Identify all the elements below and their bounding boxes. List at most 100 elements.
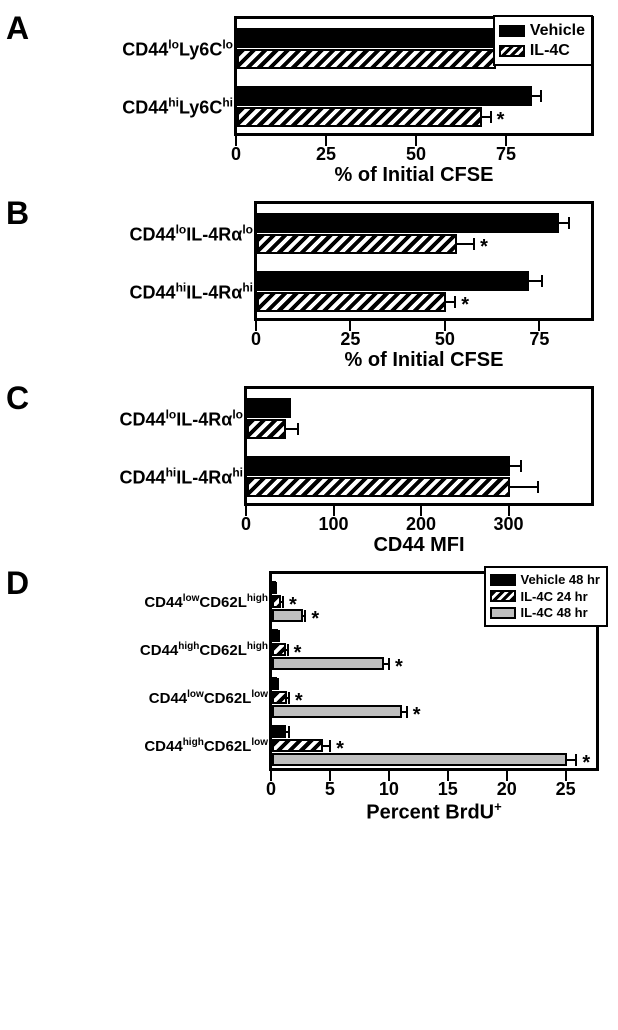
- error-bar: [557, 222, 568, 224]
- panel-letter: B: [6, 197, 29, 229]
- significance-star: *: [413, 705, 421, 725]
- y-category-label: CD44highCD62Llow: [144, 737, 272, 755]
- y-category-label: CD44hiLy6Chi: [122, 96, 237, 119]
- legend-item: Vehicle 48 hr: [490, 572, 601, 588]
- chart: CD44lowCD62Lhigh * * CD44highCD62Lhigh * * CD4…: [44, 571, 618, 825]
- x-tick-label: 25: [340, 329, 360, 350]
- panel-D: DCD44lowCD62Lhigh**CD44highCD62Lhigh**CD…: [6, 571, 612, 825]
- error-bar: [527, 280, 542, 282]
- bar-solid: [247, 456, 510, 476]
- y-category-label: CD44loIL-4Rαlo: [130, 223, 257, 246]
- legend-item: IL-4C: [499, 41, 585, 60]
- y-category-label: CD44highCD62Lhigh: [140, 641, 272, 659]
- x-tick-label: 50: [435, 329, 455, 350]
- x-tick-label: 15: [438, 779, 458, 800]
- x-tick-label: 50: [406, 144, 426, 165]
- x-tick-label: 20: [497, 779, 517, 800]
- significance-star: *: [497, 110, 505, 130]
- significance-star: *: [582, 753, 590, 773]
- legend-label: IL-4C 48 hr: [521, 605, 588, 621]
- plot-area: CD44loLy6Clo*CD44hiLy6Chi*0255075Vehicle…: [234, 16, 594, 136]
- legend-label: Vehicle: [530, 21, 585, 40]
- x-tick-label: 200: [406, 514, 436, 535]
- x-axis-label: % of Initial CFSE: [234, 164, 594, 187]
- error-bar: [455, 243, 474, 245]
- x-tick-label: 75: [496, 144, 516, 165]
- error-bar: [284, 731, 289, 733]
- y-category-label: CD44hiIL-4Rαhi: [120, 466, 247, 489]
- plot-area: CD44lowCD62Lhigh**CD44highCD62Lhigh**CD4…: [269, 571, 599, 771]
- bar-gray: [272, 705, 402, 718]
- bar-hatch: [257, 234, 457, 254]
- x-tick-label: 10: [379, 779, 399, 800]
- error-bar: [284, 649, 288, 651]
- bar-hatch: [272, 595, 281, 608]
- bar-hatch: [272, 643, 286, 656]
- bar-solid: [257, 213, 559, 233]
- x-axis-label: Percent BrdU+: [269, 799, 599, 825]
- error-bar: [276, 635, 280, 637]
- bar-solid: [272, 677, 277, 690]
- legend-swatch: [490, 607, 516, 619]
- y-category-label: CD44lowCD62Llow: [149, 689, 272, 707]
- x-tick-label: 0: [231, 144, 241, 165]
- bar-gray: [272, 753, 567, 766]
- significance-star: *: [480, 237, 488, 257]
- bar-hatch: [237, 49, 496, 69]
- bar-hatch: [247, 477, 510, 497]
- legend-swatch: [499, 45, 525, 57]
- bar-hatch: [237, 107, 482, 127]
- error-bar: [480, 116, 491, 118]
- bar-solid: [257, 271, 529, 291]
- error-bar: [274, 587, 276, 589]
- error-bar: [301, 615, 306, 617]
- bar-hatch: [272, 739, 323, 752]
- legend: VehicleIL-4C: [493, 15, 593, 66]
- y-category-label: CD44lowCD62Lhigh: [144, 593, 272, 611]
- panel-B: BCD44loIL-4Rαlo*CD44hiIL-4Rαhi*0255075% …: [6, 201, 612, 372]
- legend-item: Vehicle: [499, 21, 585, 40]
- error-bar: [321, 745, 330, 747]
- chart: CD44loIL-4RαloCD44hiIL-4Rαhi0100200300CD…: [44, 386, 618, 557]
- x-axis-label: CD44 MFI: [244, 534, 594, 557]
- error-bar: [275, 683, 279, 685]
- legend-item: IL-4C 48 hr: [490, 605, 601, 621]
- bar-solid: [237, 86, 532, 106]
- bar-gray: [272, 609, 303, 622]
- bar-solid: [272, 725, 286, 738]
- legend-swatch: [490, 574, 516, 586]
- chart: CD44loIL-4Rαlo*CD44hiIL-4Rαhi*0255075 % o…: [44, 201, 618, 372]
- x-tick-label: 5: [325, 779, 335, 800]
- error-bar: [508, 486, 539, 488]
- bar-gray: [272, 657, 384, 670]
- error-bar: [400, 711, 407, 713]
- error-bar: [530, 95, 541, 97]
- y-category-label: CD44loLy6Clo: [122, 38, 237, 61]
- significance-star: *: [395, 657, 403, 677]
- plot-area: CD44loIL-4RαloCD44hiIL-4Rαhi0100200300: [244, 386, 594, 506]
- legend-swatch: [490, 590, 516, 602]
- legend-label: Vehicle 48 hr: [521, 572, 601, 588]
- bar-solid: [272, 629, 278, 642]
- significance-star: *: [311, 609, 319, 629]
- legend-label: IL-4C: [530, 41, 570, 60]
- x-tick-label: 25: [556, 779, 576, 800]
- error-bar: [565, 759, 577, 761]
- error-bar: [285, 697, 289, 699]
- y-category-label: CD44hiIL-4Rαhi: [130, 281, 257, 304]
- panel-letter: D: [6, 567, 29, 599]
- error-bar: [284, 428, 297, 430]
- panel-A: ACD44loLy6Clo*CD44hiLy6Chi*0255075Vehicl…: [6, 16, 612, 187]
- x-tick-label: 100: [318, 514, 348, 535]
- x-tick-label: 0: [251, 329, 261, 350]
- error-bar: [508, 465, 521, 467]
- x-axis-label: % of Initial CFSE: [254, 349, 594, 372]
- plot-area: CD44loIL-4Rαlo*CD44hiIL-4Rαhi*0255075: [254, 201, 594, 321]
- panel-letter: A: [6, 12, 29, 44]
- panel-C: CCD44loIL-4RαloCD44hiIL-4Rαhi0100200300C…: [6, 386, 612, 557]
- error-bar: [382, 663, 389, 665]
- bar-solid: [272, 581, 276, 594]
- y-category-label: CD44loIL-4Rαlo: [120, 408, 247, 431]
- bar-hatch: [247, 419, 286, 439]
- legend-item: IL-4C 24 hr: [490, 589, 601, 605]
